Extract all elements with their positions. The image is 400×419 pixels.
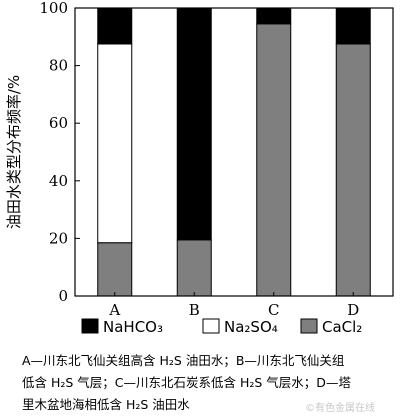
y-axis-title: 油田水类型分布频率/% <box>5 75 23 229</box>
bar-segment-c-nahco3 <box>256 7 292 25</box>
legend-swatch-cacl2 <box>300 318 318 334</box>
stacked-bar-chart: A B C D 0 20 40 60 80 100 油田水类型分布频率/% NaHCO₃ Na₂SO₄ C… <box>5 0 394 336</box>
bar-segment-d-nahco3 <box>335 7 371 45</box>
bar-segment-a-cacl2 <box>97 242 133 297</box>
bar-segment-b-cacl2 <box>176 239 212 297</box>
legend-label-na2so4: Na₂SO₄ <box>224 318 278 336</box>
x-tick-label-d: D <box>347 301 359 319</box>
x-tick-label-c: C <box>268 301 279 319</box>
bar-segment-c-cacl2 <box>256 23 292 297</box>
y-tick-label-60: 60 <box>49 114 68 132</box>
y-tick-label-80: 80 <box>49 57 68 75</box>
caption-line-3: 里木盆地海相低含 H₂S 油田水 <box>22 397 190 412</box>
legend-label-nahco3: NaHCO₃ <box>103 318 163 336</box>
bar-segment-a-nahco3 <box>97 7 133 45</box>
y-tick-label-40: 40 <box>49 172 68 190</box>
bar-segment-a-na2so4 <box>97 43 133 244</box>
caption-line-2: 低含 H₂S 气层；C—川东北石炭系低含 H₂S 气层水；D—塔 <box>22 375 351 390</box>
bar-segment-b-nahco3 <box>176 7 212 241</box>
y-tick-label-100: 100 <box>39 0 68 17</box>
legend-label-cacl2: CaCl₂ <box>322 318 362 336</box>
legend-swatch-na2so4 <box>202 318 220 334</box>
y-tick-label-0: 0 <box>58 287 68 305</box>
plot-frame <box>74 7 394 297</box>
bar-segment-d-cacl2 <box>335 43 371 297</box>
x-tick-label-a: A <box>108 301 120 319</box>
x-tick-label-b: B <box>189 301 200 319</box>
caption-line-1: A—川东北飞仙关组高含 H₂S 油田水；B—川东北飞仙关组 <box>22 353 345 368</box>
y-tick-label-20: 20 <box>49 229 68 247</box>
watermark: ©有色金属在线 <box>305 403 375 414</box>
legend-swatch-nahco3 <box>81 318 99 334</box>
